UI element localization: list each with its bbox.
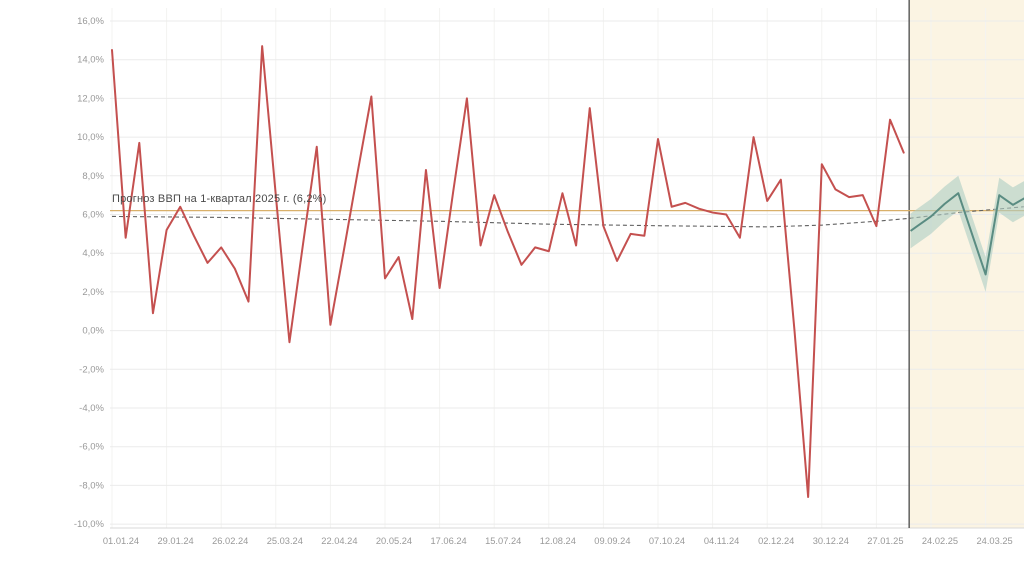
x-tick-label: 25.03.24 xyxy=(267,536,303,546)
x-tick-label: 24.03.25 xyxy=(976,536,1012,546)
y-tick-label: 8,0% xyxy=(82,171,104,182)
x-tick-label: 29.01.24 xyxy=(157,536,193,546)
x-tick-label: 24.02.25 xyxy=(922,536,958,546)
x-tick-label: 12.08.24 xyxy=(540,536,576,546)
x-tick-label: 15.07.24 xyxy=(485,536,521,546)
x-tick-label: 17.06.24 xyxy=(430,536,466,546)
y-tick-label: -6,0% xyxy=(79,442,104,453)
y-tick-label: -4,0% xyxy=(79,403,104,414)
y-tick-label: -10,0% xyxy=(74,519,105,530)
x-tick-label: 07.10.24 xyxy=(649,536,685,546)
forecast-line xyxy=(909,192,1024,276)
x-tick-label: 09.09.24 xyxy=(594,536,630,546)
x-tick-label: 20.05.24 xyxy=(376,536,412,546)
x-tick-label: 04.11.24 xyxy=(704,536,740,546)
history-line xyxy=(111,45,905,499)
y-tick-label: -8,0% xyxy=(79,480,104,491)
y-tick-label: 6,0% xyxy=(82,210,104,221)
x-tick-label: 30.12.24 xyxy=(813,536,849,546)
y-tick-label: 16,0% xyxy=(77,16,104,27)
y-tick-label: 12,0% xyxy=(77,93,104,104)
forecast-annotation-label: Прогноз ВВП на 1-квартал 2025 г. (6,2%) xyxy=(112,193,327,205)
y-tick-label: -2,0% xyxy=(79,364,104,375)
y-tick-label: 0,0% xyxy=(82,326,104,337)
forecast-region xyxy=(909,0,1024,528)
y-tick-label: 2,0% xyxy=(82,287,104,298)
x-tick-label: 02.12.24 xyxy=(758,536,794,546)
x-tick-label: 27.01.25 xyxy=(867,536,903,546)
forecast-band xyxy=(910,175,1024,292)
y-tick-label: 4,0% xyxy=(82,248,104,259)
y-tick-label: 14,0% xyxy=(77,55,104,66)
y-tick-label: 10,0% xyxy=(77,132,104,143)
x-tick-label: 22.04.24 xyxy=(321,536,357,546)
x-tick-label: 01.01.24 xyxy=(103,536,139,546)
x-tick-label: 26.02.24 xyxy=(212,536,248,546)
